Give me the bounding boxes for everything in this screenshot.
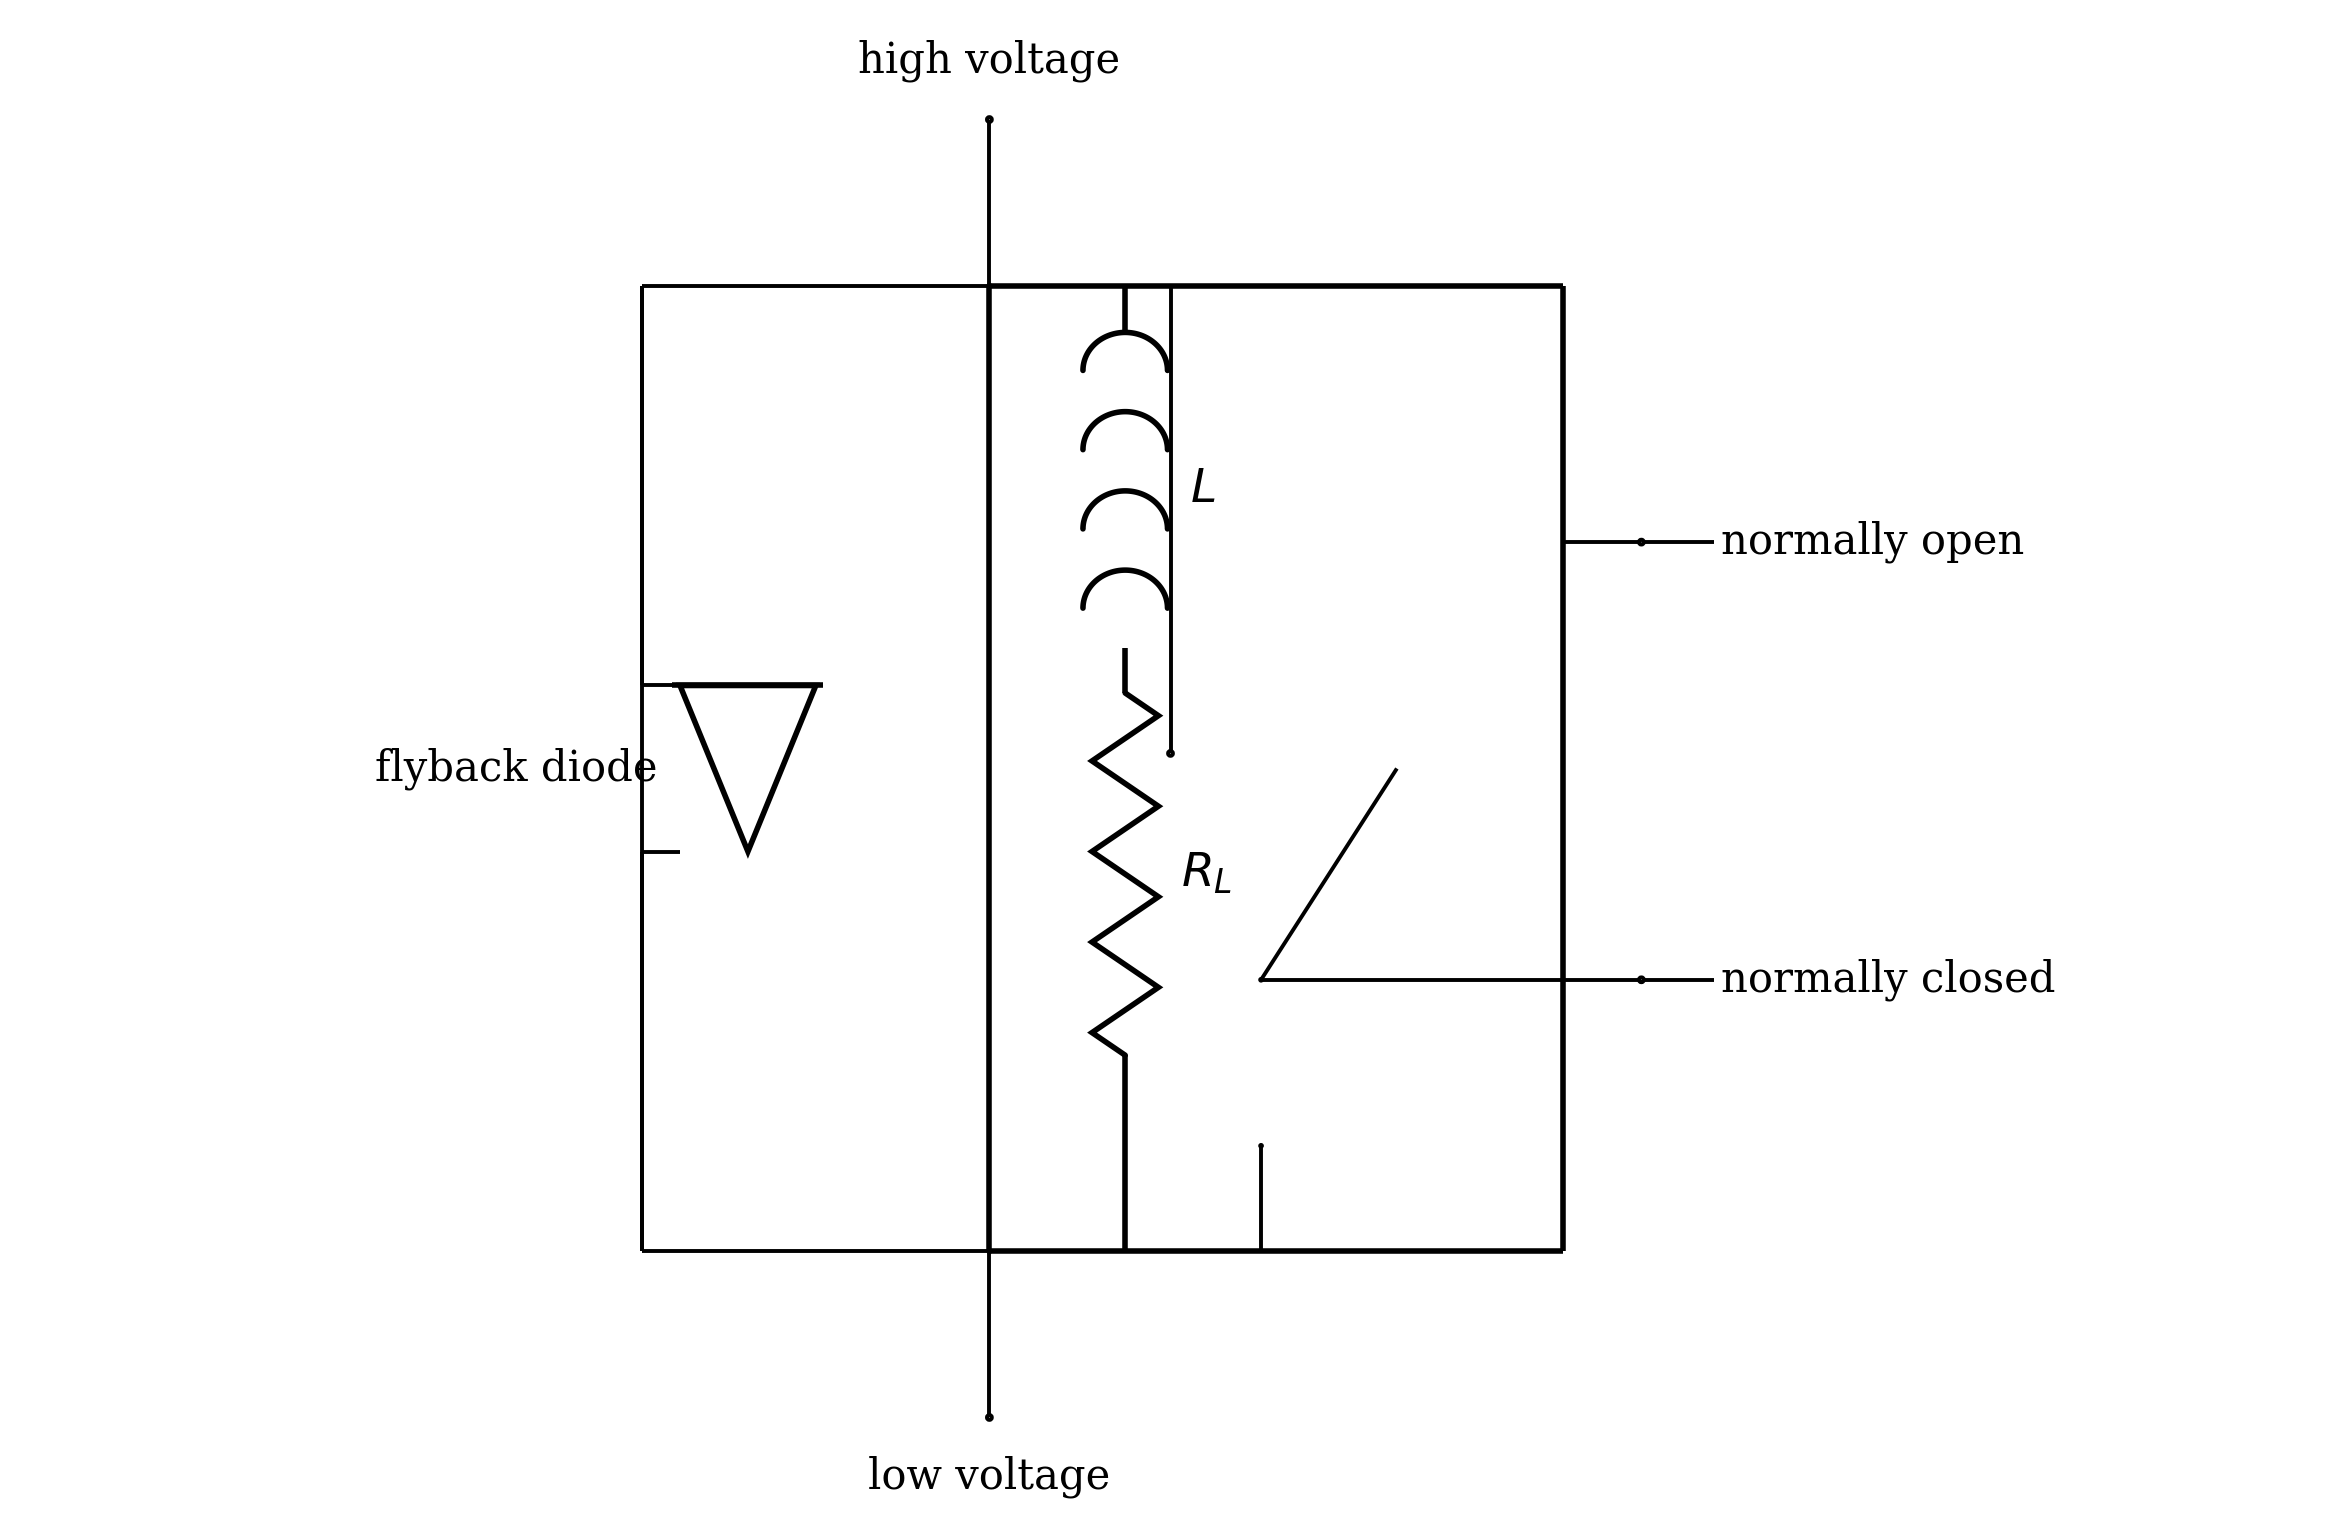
Circle shape (1639, 539, 1643, 544)
Circle shape (1259, 1144, 1264, 1148)
Text: low voltage: low voltage (869, 1456, 1110, 1497)
Circle shape (988, 1250, 993, 1254)
Circle shape (1168, 752, 1173, 756)
Text: $L$: $L$ (1189, 467, 1215, 512)
Text: high voltage: high voltage (859, 40, 1121, 81)
Text: normally open: normally open (1721, 521, 2025, 564)
Text: $R_L$: $R_L$ (1182, 851, 1231, 898)
Circle shape (988, 1416, 993, 1420)
Text: flyback diode: flyback diode (375, 747, 658, 790)
Text: normally closed: normally closed (1721, 959, 2055, 1001)
Circle shape (988, 117, 993, 121)
Circle shape (988, 283, 993, 287)
Circle shape (1259, 978, 1264, 982)
Circle shape (1639, 978, 1643, 982)
